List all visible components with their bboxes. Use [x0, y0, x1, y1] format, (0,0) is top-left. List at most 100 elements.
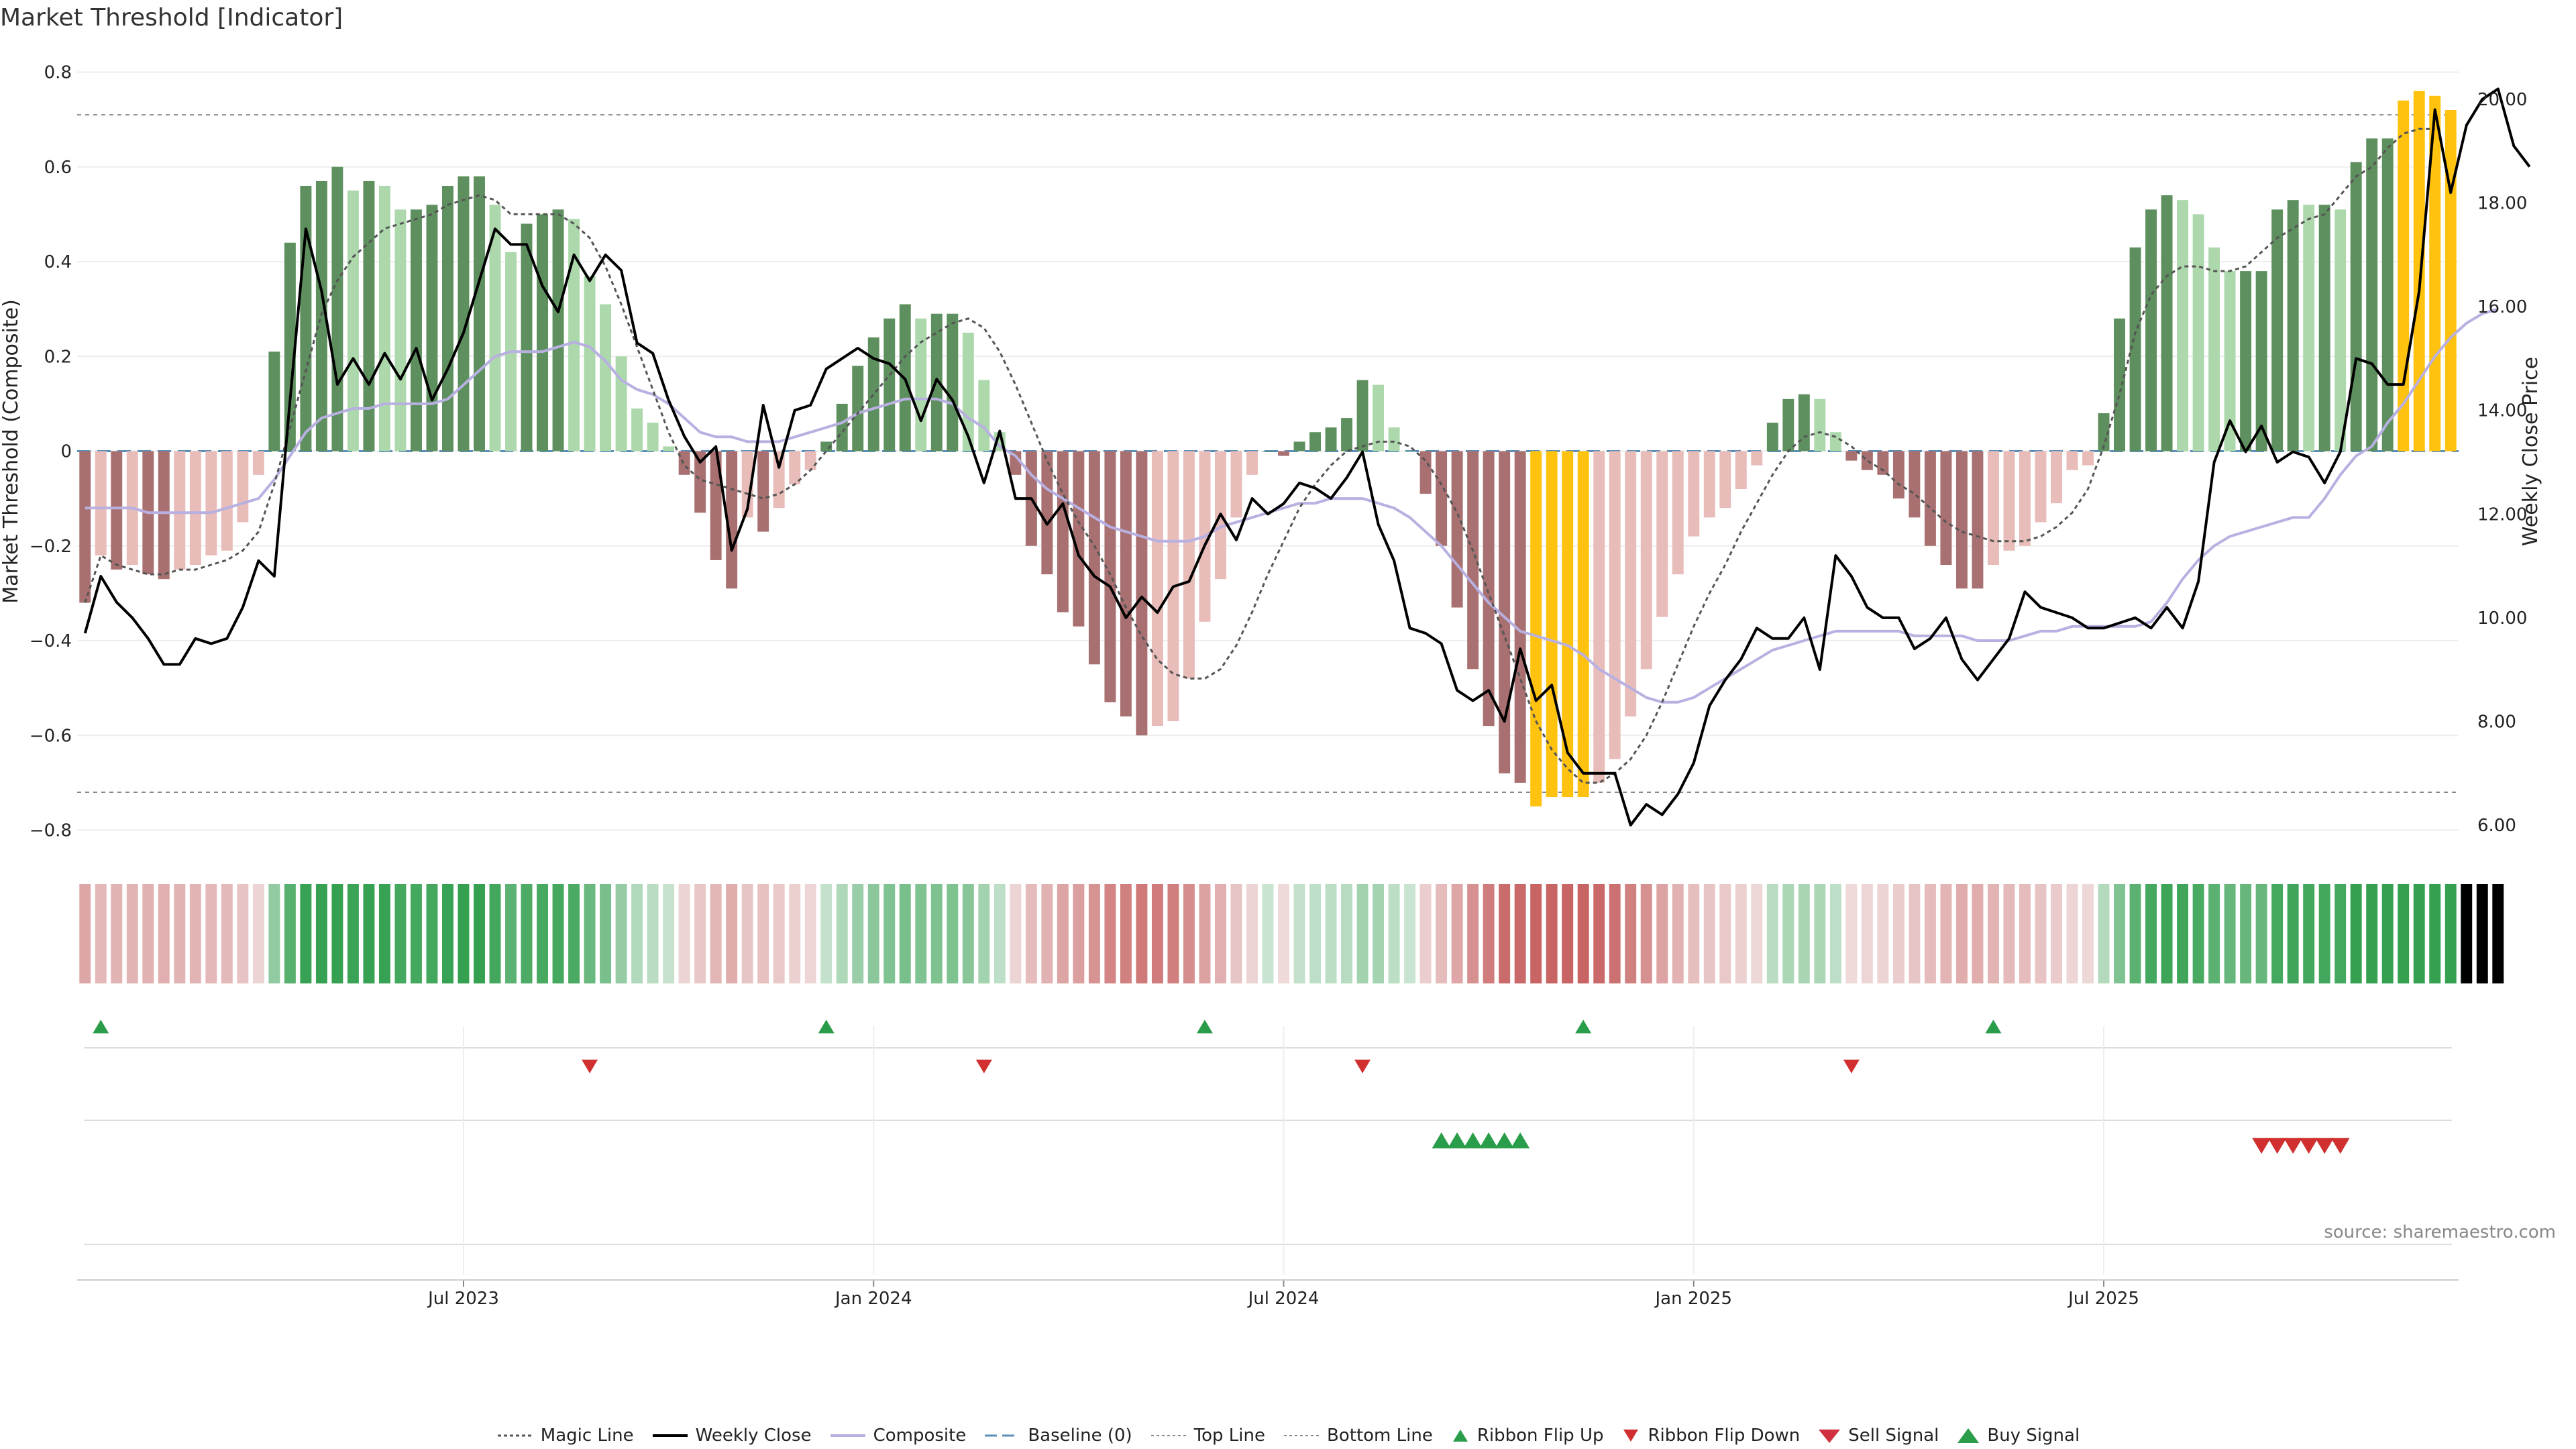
composite-bar — [1546, 451, 1558, 798]
ribbon-cell — [1972, 884, 1984, 983]
ribbon-cell — [1672, 884, 1684, 983]
composite-bar — [1183, 451, 1195, 679]
composite-bar — [2003, 451, 2015, 551]
legend-label: Composite — [873, 1426, 967, 1446]
composite-bar — [1451, 451, 1463, 608]
ribbon-flip-down-marker — [1354, 1059, 1371, 1073]
ribbon-cell — [394, 884, 407, 983]
series-lines — [83, 87, 2531, 826]
legend-label: Buy Signal — [1987, 1426, 2080, 1446]
ribbon-cell — [1404, 884, 1416, 983]
composite-line — [85, 307, 2499, 704]
composite-bar — [111, 451, 123, 570]
legend-item-ribbon-flip-up: Ribbon Flip Up — [1450, 1426, 1604, 1446]
ribbon-cell — [2476, 884, 2488, 983]
composite-bar — [174, 451, 186, 570]
composite-bar — [1625, 451, 1637, 716]
ribbon-cell — [1562, 884, 1574, 983]
composite-bar — [2035, 451, 2047, 523]
ribbon-cell — [1436, 884, 1448, 983]
ribbon-cell — [1514, 884, 1526, 983]
ribbon-cell — [757, 884, 769, 983]
ribbon-strip — [79, 884, 2504, 983]
ribbon-flip-up-marker — [1985, 1020, 2002, 1034]
composite-bar — [2381, 138, 2394, 451]
weekly-close-swatch — [652, 1434, 688, 1437]
composite-bar — [1388, 427, 1400, 451]
composite-bar — [2082, 451, 2094, 466]
buy-signal-marker — [1495, 1132, 1514, 1148]
ribbon-cell — [1798, 884, 1810, 983]
y-tick-label: −0.6 — [30, 726, 72, 746]
composite-bar — [426, 205, 438, 451]
composite-bar — [158, 451, 170, 580]
composite-bar — [521, 223, 533, 451]
ribbon-cell — [1703, 884, 1715, 983]
composite-bar — [1293, 441, 1305, 451]
ribbon-cell — [584, 884, 596, 983]
composite-bar — [962, 332, 974, 451]
ribbon-cell — [1782, 884, 1794, 983]
ribbon-cell — [189, 884, 201, 983]
ribbon-cell — [1373, 884, 1385, 983]
ribbon-cell — [2035, 884, 2047, 983]
composite-bar — [2366, 138, 2378, 451]
legend: Magic Line Weekly Close Composite Baseli… — [0, 1426, 2576, 1446]
y-axis-title: Market Threshold (Composite) — [0, 299, 23, 604]
composite-bar — [2445, 110, 2457, 451]
ribbon-flip-down-marker — [582, 1059, 598, 1073]
composite-bar — [568, 219, 580, 451]
legend-label: Ribbon Flip Up — [1477, 1426, 1604, 1446]
y-right-tick-label: 20.00 — [2477, 90, 2527, 110]
ribbon-cell — [1120, 884, 1132, 983]
ribbon-cell — [2114, 884, 2125, 983]
ribbon-cell — [1719, 884, 1731, 983]
ribbon-cell — [1829, 884, 1841, 983]
composite-bar — [2177, 200, 2189, 451]
sell-signal-marker — [2252, 1138, 2271, 1154]
ribbon-cell — [1845, 884, 1858, 983]
ribbon-cell — [2461, 884, 2473, 983]
ribbon-cell — [1293, 884, 1305, 983]
ribbon-cell — [1499, 884, 1511, 983]
composite-bar — [474, 176, 485, 451]
sell-signal-marker — [2284, 1138, 2303, 1154]
composite-bar — [1719, 451, 1731, 508]
composite-bar — [867, 337, 879, 451]
ribbon-cell — [1215, 884, 1226, 983]
ribbon-cell — [647, 884, 659, 983]
ribbon-cell — [1183, 884, 1195, 983]
composite-bar — [1845, 451, 1858, 461]
composite-bar — [1940, 451, 1952, 565]
y-right-tick-label: 6.00 — [2477, 816, 2516, 836]
composite-bar — [978, 380, 990, 451]
composite-bar — [789, 451, 801, 484]
legend-item-weekly-close: Weekly Close — [651, 1426, 812, 1446]
ribbon-cell — [411, 884, 422, 983]
ribbon-cell — [852, 884, 864, 983]
ribbon-cell — [1892, 884, 1904, 983]
composite-bar — [2208, 247, 2220, 451]
composite-bar — [1483, 451, 1495, 727]
sell-signal-marker — [2267, 1138, 2287, 1154]
composite-bar — [1861, 451, 1873, 470]
ribbon-cell — [1451, 884, 1463, 983]
legend-item-ribbon-flip-down: Ribbon Flip Down — [1621, 1426, 1800, 1446]
legend-label: Ribbon Flip Down — [1648, 1426, 1801, 1446]
ribbon-cell — [2224, 884, 2236, 983]
composite-bar — [915, 318, 927, 451]
ribbon-flip-down-marker — [1843, 1059, 1860, 1073]
ribbon-cell — [1530, 884, 1542, 983]
legend-label: Baseline (0) — [1028, 1426, 1132, 1446]
ribbon-cell — [1041, 884, 1053, 983]
ribbon-cell — [2240, 884, 2252, 983]
ribbon-cell — [426, 884, 438, 983]
composite-bar — [1609, 451, 1621, 759]
ribbon-cell — [2177, 884, 2189, 983]
composite-bar — [2224, 271, 2236, 451]
composite-bar — [268, 352, 280, 451]
composite-bar — [2145, 209, 2157, 451]
y-tick-label: 0.8 — [44, 63, 72, 83]
composite-bar — [2051, 451, 2062, 504]
sell-signal-marker — [2330, 1138, 2350, 1154]
